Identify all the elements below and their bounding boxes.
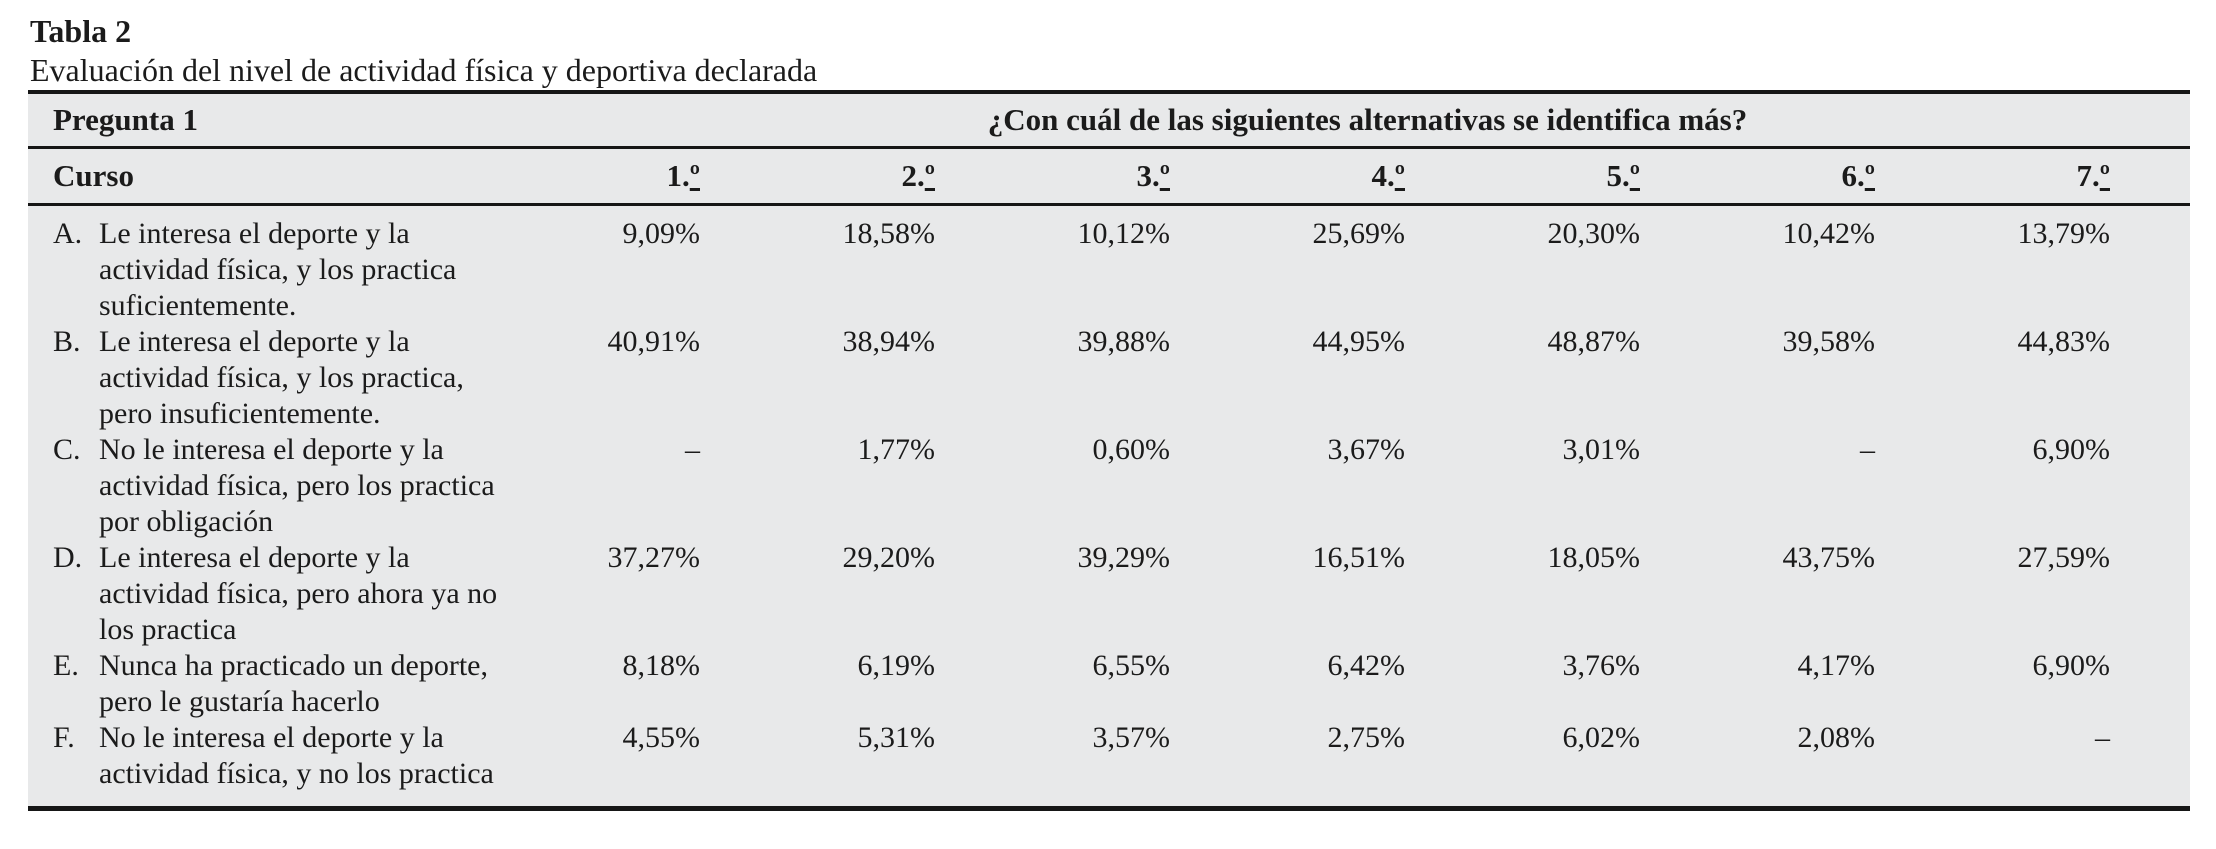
row-letter: A. xyxy=(53,217,83,250)
cell-value: 27,59% xyxy=(2017,541,2111,574)
row-description: B. Le interesa el deporte y la actividad … xyxy=(28,324,545,432)
cell-value: 40,91% xyxy=(607,325,701,358)
cell-value: 6,42% xyxy=(1327,649,1406,682)
cell-value: 37,27% xyxy=(607,541,701,574)
row-letter: B. xyxy=(53,325,81,358)
table-row: F. No le interesa el deporte y la activid… xyxy=(28,720,2190,809)
row-text: Nunca ha practicado un deporte, pero le … xyxy=(99,649,488,718)
cell-value: 16,51% xyxy=(1312,541,1406,574)
row-text: Le interesa el deporte y la actividad fí… xyxy=(99,325,464,430)
cell-value: – xyxy=(1860,433,1875,466)
row-description: C. No le interesa el deporte y la activid… xyxy=(28,432,545,540)
table-row: B. Le interesa el deporte y la actividad … xyxy=(28,324,2190,432)
cell-value: 3,76% xyxy=(1562,649,1641,682)
cell-value: 25,69% xyxy=(1312,217,1406,250)
question-text: ¿Con cuál de las siguientes alternativas… xyxy=(545,92,2190,149)
table-caption: Tabla 2 Evaluación del nivel de activida… xyxy=(30,12,2216,90)
table-body: A. Le interesa el deporte y la actividad … xyxy=(28,205,2190,809)
cell-value: 18,05% xyxy=(1547,541,1641,574)
table-row: C. No le interesa el deporte y la activid… xyxy=(28,432,2190,540)
column-header-course-1: 1.º xyxy=(545,147,780,206)
cell-value: 3,57% xyxy=(1092,721,1171,754)
row-text: Le interesa el deporte y la actividad fí… xyxy=(99,541,498,646)
row-letter: F. xyxy=(53,721,75,754)
cell-value: 43,75% xyxy=(1782,541,1876,574)
cell-value: – xyxy=(2095,721,2110,754)
cell-value: 8,18% xyxy=(622,649,701,682)
question-label: Pregunta 1 xyxy=(28,92,545,149)
cell-value: 9,09% xyxy=(622,217,701,250)
columns-header-row: Curso 1.º 2.º 3.º 4.º 5.º 6.º 7.º xyxy=(28,147,2190,206)
table-title: Tabla 2 xyxy=(30,13,132,49)
column-header-course-6: 6.º xyxy=(1720,147,1955,206)
table-row: D. Le interesa el deporte y la actividad … xyxy=(28,540,2190,648)
cell-value: 29,20% xyxy=(842,541,936,574)
cell-value: – xyxy=(685,433,700,466)
cell-value: 44,95% xyxy=(1312,325,1406,358)
row-letter: D. xyxy=(53,541,83,574)
results-table: Pregunta 1 ¿Con cuál de las siguientes a… xyxy=(28,90,2190,811)
cell-value: 4,55% xyxy=(622,721,701,754)
cell-value: 6,55% xyxy=(1092,649,1171,682)
cell-value: 4,17% xyxy=(1797,649,1876,682)
cell-value: 13,79% xyxy=(2017,217,2111,250)
column-header-course-3: 3.º xyxy=(1015,147,1250,206)
cell-value: 20,30% xyxy=(1547,217,1641,250)
cell-value: 2,08% xyxy=(1797,721,1876,754)
question-header-row: Pregunta 1 ¿Con cuál de las siguientes a… xyxy=(28,92,2190,149)
column-header-curso: Curso xyxy=(28,147,545,206)
cell-value: 18,58% xyxy=(842,217,936,250)
cell-value: 3,01% xyxy=(1562,433,1641,466)
cell-value: 39,88% xyxy=(1077,325,1171,358)
row-text: Le interesa el deporte y la actividad fí… xyxy=(99,217,457,322)
row-text: No le interesa el deporte y la actividad… xyxy=(99,721,494,790)
cell-value: 38,94% xyxy=(842,325,936,358)
cell-value: 6,19% xyxy=(857,649,936,682)
cell-value: 39,29% xyxy=(1077,541,1171,574)
cell-value: 48,87% xyxy=(1547,325,1641,358)
cell-value: 2,75% xyxy=(1327,721,1406,754)
cell-value: 10,12% xyxy=(1077,217,1171,250)
cell-value: 44,83% xyxy=(2017,325,2111,358)
row-description: E. Nunca ha practicado un deporte, pero l… xyxy=(28,648,545,720)
cell-value: 0,60% xyxy=(1092,433,1171,466)
cell-value: 6,90% xyxy=(2032,649,2111,682)
cell-value: 1,77% xyxy=(857,433,936,466)
row-description: F. No le interesa el deporte y la activid… xyxy=(28,720,545,809)
cell-value: 5,31% xyxy=(857,721,936,754)
row-text: No le interesa el deporte y la actividad… xyxy=(99,433,495,538)
row-description: A. Le interesa el deporte y la actividad … xyxy=(28,205,545,325)
table-subtitle: Evaluación del nivel de actividad física… xyxy=(30,52,818,88)
table-row: E. Nunca ha practicado un deporte, pero l… xyxy=(28,648,2190,720)
row-letter: E. xyxy=(53,649,79,682)
cell-value: 10,42% xyxy=(1782,217,1876,250)
table-row: A. Le interesa el deporte y la actividad … xyxy=(28,205,2190,325)
cell-value: 3,67% xyxy=(1327,433,1406,466)
column-header-course-5: 5.º xyxy=(1485,147,1720,206)
row-description: D. Le interesa el deporte y la actividad … xyxy=(28,540,545,648)
cell-value: 39,58% xyxy=(1782,325,1876,358)
column-header-course-2: 2.º xyxy=(780,147,1015,206)
column-header-course-4: 4.º xyxy=(1250,147,1485,206)
cell-value: 6,02% xyxy=(1562,721,1641,754)
row-letter: C. xyxy=(53,433,81,466)
column-header-course-7: 7.º xyxy=(1955,147,2190,206)
cell-value: 6,90% xyxy=(2032,433,2111,466)
